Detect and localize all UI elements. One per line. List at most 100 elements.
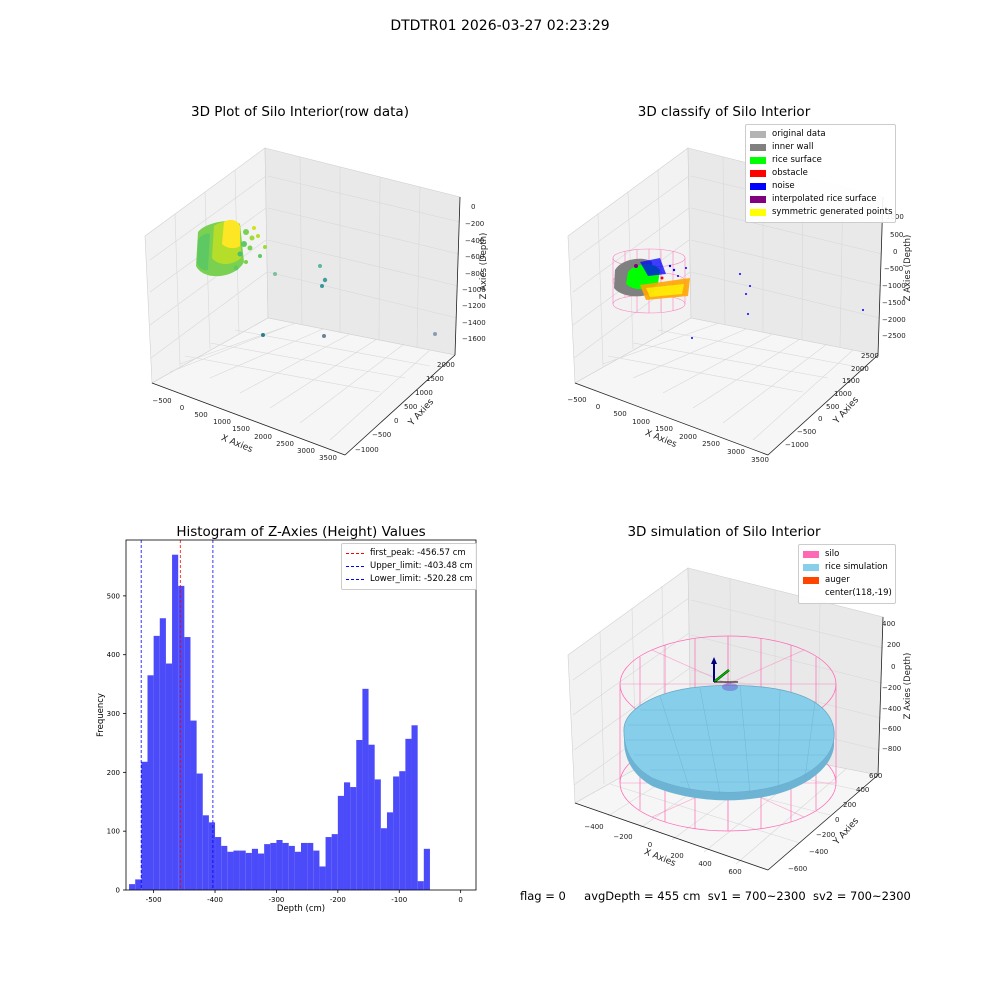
histogram-bar bbox=[282, 842, 289, 890]
panel2-x-tick: 2500 bbox=[702, 440, 720, 448]
panel1-y-tick: 500 bbox=[404, 403, 417, 411]
panel1-z-tick: −1000 bbox=[462, 286, 486, 294]
panel1-y-ticks: −1000 −500 0 500 1000 1500 2000 bbox=[355, 361, 455, 454]
legend-swatch bbox=[750, 144, 766, 151]
panel2-z-tick: −2000 bbox=[882, 316, 906, 324]
panel2-z-tick: −500 bbox=[884, 265, 903, 273]
panel4-x-tick: 400 bbox=[698, 860, 711, 868]
panel1-title: 3D Plot of Silo Interior(row data) bbox=[191, 104, 409, 120]
histogram-bar bbox=[325, 837, 332, 890]
legend-swatch bbox=[750, 183, 766, 190]
histogram-y-ticks: 0 100 200 300 400 500 bbox=[107, 592, 126, 895]
legend-swatch bbox=[803, 564, 819, 571]
histogram-bar bbox=[356, 740, 363, 890]
y-tick-label: 100 bbox=[107, 828, 120, 836]
panel4-z-tick: 0 bbox=[891, 663, 895, 671]
panel2-x-tick: 2000 bbox=[679, 433, 697, 441]
panel2-y-tick: 2000 bbox=[851, 365, 869, 373]
panel1-z-tick: −1200 bbox=[462, 302, 486, 310]
panel1-x-tick: 3500 bbox=[319, 454, 337, 462]
panel4-axis-lines bbox=[574, 616, 884, 871]
histogram-bar bbox=[129, 884, 136, 890]
panel2-x-ticks: −500 0 500 1000 1500 2000 2500 3000 3500 bbox=[567, 396, 769, 464]
legend-item-lower-limit: Lower_limit: -520.28 cm bbox=[346, 573, 472, 586]
histogram-bar bbox=[307, 842, 314, 890]
histogram-bar bbox=[405, 738, 412, 890]
histogram-title: Histogram of Z-Axies (Height) Values bbox=[176, 524, 426, 540]
histogram-bar bbox=[178, 585, 185, 890]
legend-item-rice-simulation: rice simulation bbox=[803, 561, 889, 574]
y-tick-label: 400 bbox=[107, 651, 120, 659]
sv1-value: sv1 = 700~2300 bbox=[707, 889, 806, 903]
figure-title: DTDTR01 2026-03-27 02:23:29 bbox=[390, 18, 610, 34]
panel4-x-label: X Axies bbox=[642, 847, 677, 869]
panel2-y-tick: 2500 bbox=[861, 352, 879, 360]
histogram-bar bbox=[245, 852, 252, 890]
histogram-bar bbox=[301, 842, 308, 890]
panel2-x-tick: 1500 bbox=[655, 425, 673, 433]
histogram-bar bbox=[270, 842, 277, 890]
histogram-bar bbox=[288, 845, 295, 890]
histogram-bar bbox=[386, 812, 394, 890]
panel2-z-tick: −1000 bbox=[882, 282, 906, 290]
histogram-bar bbox=[227, 851, 234, 890]
legend-swatch bbox=[750, 170, 766, 177]
histogram-bar bbox=[411, 725, 418, 890]
panel2-y-ticks: −1000 −500 0 500 1000 1500 2000 2500 bbox=[785, 352, 879, 449]
histogram-reference-lines bbox=[140, 540, 214, 890]
x-tick-label: -100 bbox=[391, 896, 407, 904]
panel1-x-tick: 500 bbox=[194, 411, 207, 419]
panel4-y-tick: −200 bbox=[816, 831, 835, 839]
histogram-bar bbox=[184, 637, 191, 890]
panel4-z-tick: 200 bbox=[887, 641, 900, 649]
panel2-y-tick: −1000 bbox=[785, 441, 809, 449]
x-tick-label: -300 bbox=[268, 896, 284, 904]
panel1-x-tick: 1500 bbox=[232, 425, 250, 433]
histogram-bar bbox=[221, 845, 228, 890]
histogram-bar bbox=[141, 761, 148, 890]
histogram-x-label: Depth (cm) bbox=[277, 904, 325, 914]
panel2-grid bbox=[572, 156, 884, 441]
legend-item-noise: noise bbox=[750, 180, 889, 193]
panel4-rice-surface bbox=[623, 683, 835, 801]
x-tick-label: -200 bbox=[330, 896, 346, 904]
y-tick-label: 200 bbox=[107, 769, 120, 777]
histogram-bar bbox=[417, 881, 424, 890]
panel4-z-ticks: 400 200 0 −200 −400 −600 −800 bbox=[882, 620, 901, 753]
panel1-z-tick: −1600 bbox=[462, 335, 486, 343]
panel4-x-ticks: −400 −200 0 200 400 600 bbox=[584, 823, 741, 876]
legend-item-inner-wall: inner wall bbox=[750, 141, 889, 154]
histogram-bar bbox=[362, 688, 369, 890]
panel2-legend: original data inner wall rice surface ob… bbox=[745, 124, 896, 223]
histogram-bar bbox=[202, 815, 209, 890]
panel1-z-tick: −400 bbox=[465, 237, 484, 245]
panel2-y-tick: −500 bbox=[797, 428, 816, 436]
y-tick-label: 0 bbox=[116, 887, 120, 895]
y-tick-label: 300 bbox=[107, 710, 120, 718]
histogram-y-label: Frequency bbox=[96, 693, 106, 737]
legend-swatch bbox=[803, 551, 819, 558]
panel1-y-tick: 2000 bbox=[437, 361, 455, 369]
histogram-bar bbox=[313, 850, 320, 890]
panel4-y-tick: 600 bbox=[869, 772, 882, 780]
histogram-bar bbox=[399, 771, 406, 890]
panel1-x-ticks: −500 0 500 1000 1500 2000 2500 3000 3500 bbox=[152, 397, 337, 462]
panel2-z-tick: −2500 bbox=[882, 332, 906, 340]
histogram-bar bbox=[147, 675, 154, 890]
histogram-bar bbox=[208, 822, 216, 890]
histogram-bar bbox=[343, 782, 351, 890]
histogram-bar bbox=[368, 744, 375, 890]
legend-item-obstacle: obstacle bbox=[750, 167, 889, 180]
panel1-x-tick: 0 bbox=[180, 404, 184, 412]
histogram-bar bbox=[135, 879, 142, 890]
panel4-z-tick: 400 bbox=[882, 620, 895, 628]
legend-item-center: center(118,-19) bbox=[825, 588, 892, 598]
panel4-y-tick: −400 bbox=[809, 848, 828, 856]
panel1-y-tick: −500 bbox=[372, 431, 391, 439]
panel1-x-tick: 2500 bbox=[276, 440, 294, 448]
histogram-bar bbox=[215, 837, 222, 890]
histogram-bars bbox=[129, 554, 430, 890]
panel1-z-tick: −600 bbox=[465, 253, 484, 261]
